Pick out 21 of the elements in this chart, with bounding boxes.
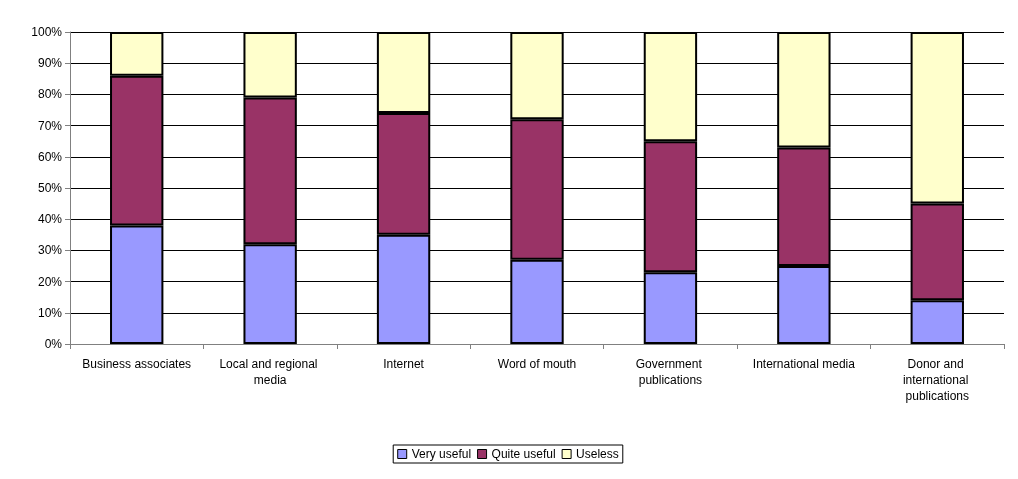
y-tick-label: 90% <box>37 56 63 71</box>
y-tick-label: 20% <box>37 274 63 289</box>
y-tick-label: 30% <box>37 243 63 258</box>
x-tick-label: Business associates <box>82 357 192 371</box>
x-tick-label: Word of mouth <box>497 357 577 371</box>
legend-label: Very useful <box>411 447 472 461</box>
y-tick-label: 40% <box>37 212 63 227</box>
x-tick-label: International media <box>752 357 856 371</box>
legend-label: Quite useful <box>491 447 556 461</box>
x-tick-label: Donor and international publications <box>902 357 972 403</box>
y-tick-label: 60% <box>37 149 63 164</box>
y-tick-label: 50% <box>37 181 63 195</box>
y-tick-label: 80% <box>37 87 63 102</box>
x-tick-label: Internet <box>383 357 425 371</box>
y-tick-label: 0% <box>44 337 63 351</box>
legend-label: Useless <box>576 447 619 461</box>
y-tick-label: 10% <box>37 305 63 320</box>
y-tick-label: 100% <box>31 25 63 39</box>
x-tick-label: Local and regional media <box>219 357 321 387</box>
y-tick-label: 70% <box>37 118 63 133</box>
x-tick-label: Government publications <box>635 357 706 387</box>
